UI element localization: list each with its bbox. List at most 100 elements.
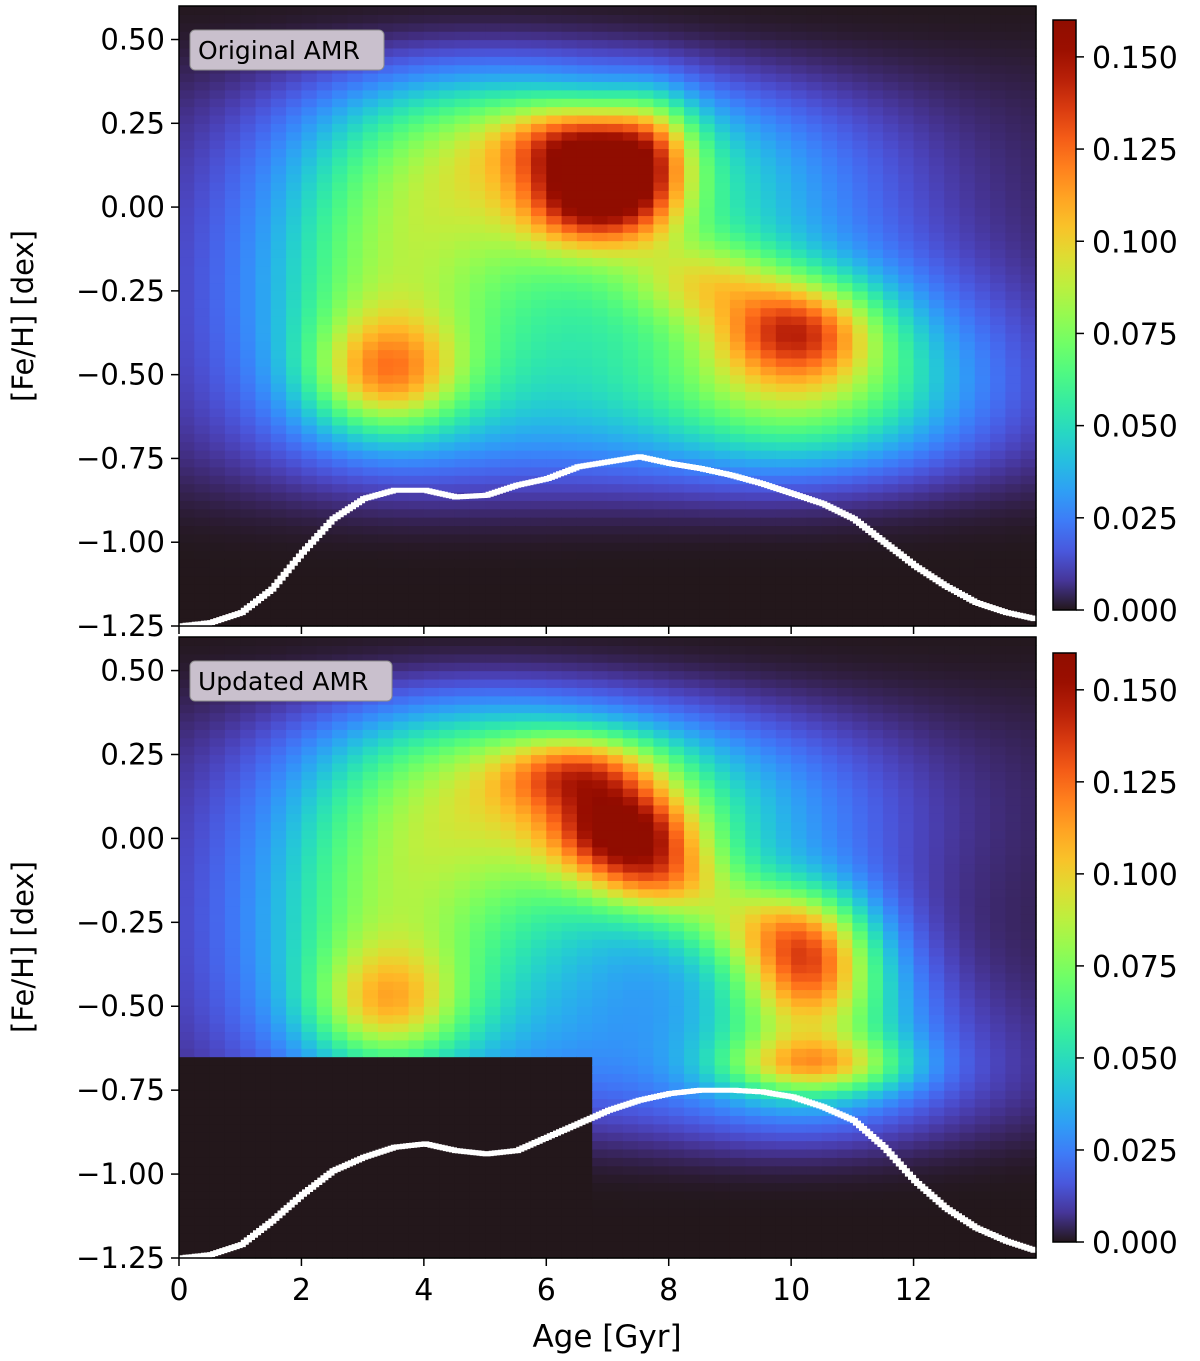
heatmap-cell	[515, 56, 532, 66]
heatmap-cell	[423, 290, 440, 300]
heatmap-cell	[928, 181, 945, 191]
heatmap-cell	[286, 491, 303, 501]
heatmap-cell	[332, 240, 348, 250]
heatmap-cell	[179, 491, 195, 501]
heatmap-cell	[913, 324, 930, 334]
heatmap-cell	[576, 374, 593, 384]
heatmap-cell	[408, 232, 425, 242]
heatmap-cell	[714, 39, 731, 49]
heatmap-cell	[653, 265, 670, 275]
heatmap-cell	[194, 804, 211, 814]
heatmap-cell	[729, 114, 746, 124]
heatmap-cell	[270, 645, 287, 655]
heatmap-cell	[990, 6, 1006, 15]
heatmap-cell	[515, 131, 532, 141]
heatmap-cell	[469, 416, 486, 426]
heatmap-cell	[622, 424, 639, 434]
heatmap-cell	[990, 215, 1006, 225]
heatmap-cell	[423, 190, 440, 200]
heatmap-cell	[882, 475, 899, 485]
heatmap-cell	[393, 123, 410, 133]
heatmap-cell	[194, 1006, 211, 1016]
heatmap-cell	[1005, 475, 1022, 485]
heatmap-cell	[668, 466, 685, 476]
heatmap-cell	[668, 357, 685, 367]
heatmap-cell	[530, 617, 547, 627]
heatmap-cell	[622, 408, 639, 418]
heatmap-cell	[944, 47, 961, 57]
heatmap-cell	[684, 517, 700, 527]
heatmap-cell	[408, 399, 425, 409]
heatmap-cell	[270, 550, 287, 560]
heatmap-cell	[729, 64, 746, 74]
heatmap-cell	[714, 450, 731, 460]
heatmap-cell	[179, 955, 195, 965]
heatmap-cell	[408, 374, 425, 384]
heatmap-cell	[607, 609, 624, 619]
heatmap-cell	[837, 14, 853, 24]
heatmap-cell	[439, 181, 456, 191]
heatmap-cell	[1020, 357, 1037, 367]
heatmap-cell	[530, 114, 547, 124]
heatmap-cell	[439, 14, 456, 24]
heatmap-cell	[194, 89, 211, 99]
heatmap-cell	[301, 1098, 318, 1108]
heatmap-cell	[423, 441, 440, 451]
heatmap-cell	[179, 880, 195, 890]
heatmap-cell	[699, 232, 716, 242]
heatmap-cell	[714, 399, 731, 409]
heatmap-cell	[852, 173, 869, 183]
heatmap-cell	[974, 173, 991, 183]
heatmap-cell	[1005, 575, 1022, 585]
heatmap-cell	[837, 416, 853, 426]
heatmap-cell	[316, 257, 333, 267]
heatmap-cell	[393, 22, 410, 32]
heatmap-cell	[332, 106, 348, 116]
heatmap-cell	[439, 550, 456, 560]
heatmap-cell	[530, 31, 547, 41]
heatmap-cell	[760, 73, 777, 83]
heatmap-cell	[500, 14, 517, 24]
heatmap-cell	[852, 332, 869, 342]
heatmap-cell	[224, 525, 241, 535]
heatmap-cell	[561, 173, 578, 183]
heatmap-cell	[959, 148, 976, 158]
heatmap-cell	[270, 617, 287, 627]
heatmap-cell	[439, 290, 456, 300]
heatmap-cell	[377, 156, 394, 166]
heatmap-cell	[668, 374, 685, 384]
heatmap-cell	[668, 567, 685, 577]
heatmap-cell	[745, 324, 762, 334]
heatmap-cell	[699, 383, 716, 393]
heatmap-cell	[638, 424, 655, 434]
heatmap-cell	[179, 433, 195, 443]
heatmap-cell	[852, 148, 869, 158]
heatmap-cell	[240, 357, 257, 367]
heatmap-cell	[316, 1006, 333, 1016]
heatmap-cell	[928, 408, 945, 418]
heatmap-cell	[347, 558, 364, 568]
heatmap-cell	[882, 458, 899, 468]
heatmap-cell	[974, 6, 991, 15]
heatmap-cell	[1020, 106, 1037, 116]
heatmap-cell	[852, 416, 869, 426]
heatmap-cell	[959, 198, 976, 208]
heatmap-cell	[530, 156, 547, 166]
heatmap-cell	[332, 972, 348, 982]
heatmap-cell	[301, 1190, 318, 1200]
heatmap-cell	[592, 575, 609, 585]
heatmap-cell	[913, 575, 930, 585]
heatmap-cell	[806, 89, 823, 99]
heatmap-cell	[638, 39, 655, 49]
heatmap-cell	[255, 106, 272, 116]
heatmap-cell	[301, 567, 318, 577]
heatmap-cell	[255, 89, 272, 99]
heatmap-cell	[316, 240, 333, 250]
heatmap-cell	[974, 584, 991, 594]
heatmap-cell	[974, 575, 991, 585]
heatmap-cell	[821, 198, 838, 208]
heatmap-cell	[286, 148, 303, 158]
heatmap-cell	[745, 517, 762, 527]
heatmap-cell	[301, 357, 318, 367]
heatmap-cell	[301, 1148, 318, 1158]
